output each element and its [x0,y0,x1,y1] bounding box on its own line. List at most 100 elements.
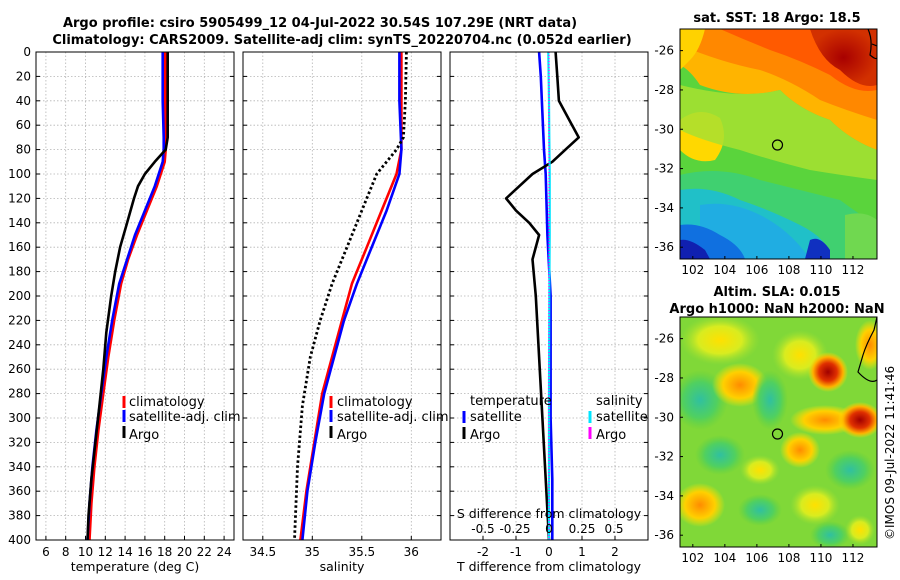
legend-salinity-title: salinity [596,394,643,409]
x-tick-label: 22 [197,545,212,559]
map-x-tick-label: 108 [777,551,800,565]
x-tick-label: 10 [78,545,93,559]
legend-sal-satellite-label: satellite [596,410,648,425]
depth-tick-label: 160 [8,240,31,254]
x-tick-label: 35 [305,545,320,559]
top-tick-label: 0.25 [569,522,596,536]
difference-legend: temperature salinity satellite Argo sate… [462,394,648,443]
series-line-argo [293,51,408,541]
depth-tick-label: 280 [8,387,31,401]
depth-tick-label: 240 [8,338,31,352]
top-tick-label: -0.5 [471,522,494,536]
depth-tick-label: 200 [8,289,31,303]
x-tick-label: 36 [404,545,419,559]
map-x-tick-label: 102 [681,551,704,565]
map-x-tick-label: 104 [713,551,736,565]
depth-tick-label: 320 [8,435,31,449]
depth-tick-label: 300 [8,411,31,425]
salinity-x-ticks: 34.5 35 35.5 36 [249,545,419,559]
map-y-tick-label: -30 [654,122,674,136]
legend-satellite-label: satellite-adj. clim [337,410,449,425]
map-x-tick-label: 102 [681,263,704,277]
top-tick-label: 0.5 [604,522,623,536]
temperature-x-ticks: 6 8 10 12 14 16 18 20 22 24 [42,545,232,559]
depth-tick-label: 20 [16,69,31,83]
sla-map-title-line2: Argo h1000: NaN h2000: NaN [669,302,884,317]
map-x-tick-label: 108 [777,263,800,277]
x-tick-label: 2 [611,545,619,559]
map-x-tick-label: 106 [745,263,768,277]
salinity-panel: 34.5 35 35.5 36 salinity climatology satell… [242,51,449,574]
salinity-x-label: salinity [320,559,365,574]
x-tick-label: 18 [157,545,172,559]
legend-argo-label: Argo [337,428,367,443]
sla-map-title-line1: Altim. SLA: 0.015 [714,285,841,300]
depth-tick-label: 220 [8,313,31,327]
sst-heatmap [680,29,877,259]
depth-tick-labels: 0 20 40 60 80 100 120 140 160 180 200 220 240 260 280 3… [8,45,31,547]
depth-tick-label: 100 [8,167,31,181]
map-y-tick-label: -28 [654,83,674,97]
t-difference-label: T difference from climatology [456,559,642,574]
sst-map: sat. SST: 18 Argo: 18.5 [654,11,878,277]
series-line-satellite-adj-clim [301,52,403,541]
x-tick-label: 24 [216,545,231,559]
depth-tick-label: 260 [8,362,31,376]
sla-map: Altim. SLA: 0.015 Argo h1000: NaN h2000:… [654,285,884,565]
difference-panel: -2 -1 0 1 2 -0.5 -0.25 0 0.25 0.5 S difference f… [449,51,649,574]
depth-tick-label: 120 [8,191,31,205]
map-x-tick-label: 110 [809,263,832,277]
temperature-curves [86,52,169,541]
sla-heatmap [680,317,877,547]
map-y-tick-label: -36 [654,528,674,542]
x-tick-label: 1 [578,545,586,559]
series-line-argo [86,52,169,541]
map-y-tick-label: -34 [654,201,674,215]
difference-top-ticks: -0.5 -0.25 0 0.25 0.5 [471,522,623,536]
map-y-tick-label: -32 [654,450,674,464]
salinity-axes-frame [242,51,442,541]
temperature-grid [36,51,234,541]
difference-x-ticks: -2 -1 0 1 2 [477,545,619,559]
depth-tick-label: 180 [8,265,31,279]
s-difference-label: S difference from climatology [457,506,642,521]
legend-argo-label: Argo [129,428,159,443]
temperature-panel: 6 8 10 12 14 16 18 20 22 24 0 20 40 60 80 100 120 140 160… [8,45,241,574]
legend-temperature-title: temperature [470,394,552,409]
depth-tick-label: 380 [8,509,31,523]
map-x-tick-label: 110 [809,551,832,565]
legend-satellite-label: satellite-adj. clim [129,410,241,425]
map-x-tick-label: 112 [842,263,865,277]
x-tick-label: 35.5 [348,545,375,559]
temperature-x-label: temperature (deg C) [71,559,200,574]
series-line-temperature-argo [504,51,581,541]
depth-tick-label: 60 [16,118,31,132]
map-y-tick-label: -36 [654,240,674,254]
sla-map-frame [679,316,878,548]
x-tick-label: -2 [477,545,489,559]
legend-climatology-label: climatology [337,395,413,410]
x-tick-label: 16 [137,545,152,559]
x-tick-label: 20 [177,545,192,559]
map-x-tick-label: 104 [713,263,736,277]
legend-temp-argo-label: Argo [470,428,500,443]
x-tick-label: 12 [98,545,113,559]
map-y-tick-label: -32 [654,162,674,176]
depth-tick-label: 0 [23,45,31,59]
sla-map-ticks: 102 104 106 108 110 112 -26 -28 -30 -32 -34 -36 [654,332,864,565]
salinity-curves [293,51,408,541]
sst-map-ticks: 102 104 106 108 110 112 -26 -28 -30 -32 -34 -36 [654,44,864,277]
map-y-tick-label: -28 [654,371,674,385]
depth-tick-label: 140 [8,216,31,230]
map-y-tick-label: -34 [654,489,674,503]
imos-credit: ©IMOS 09-Jul-2022 11:41:46 [883,366,897,540]
figure-title-line1: Argo profile: csiro 5905499_12 04-Jul-20… [63,16,577,31]
depth-tick-label: 340 [8,460,31,474]
legend-temp-satellite-label: satellite [470,410,522,425]
x-tick-label: 14 [117,545,132,559]
series-line-climatology [299,52,403,541]
depth-tick-label: 360 [8,484,31,498]
x-tick-label: -1 [510,545,522,559]
temperature-legend: climatology satellite-adj. clim Argo [122,395,241,443]
